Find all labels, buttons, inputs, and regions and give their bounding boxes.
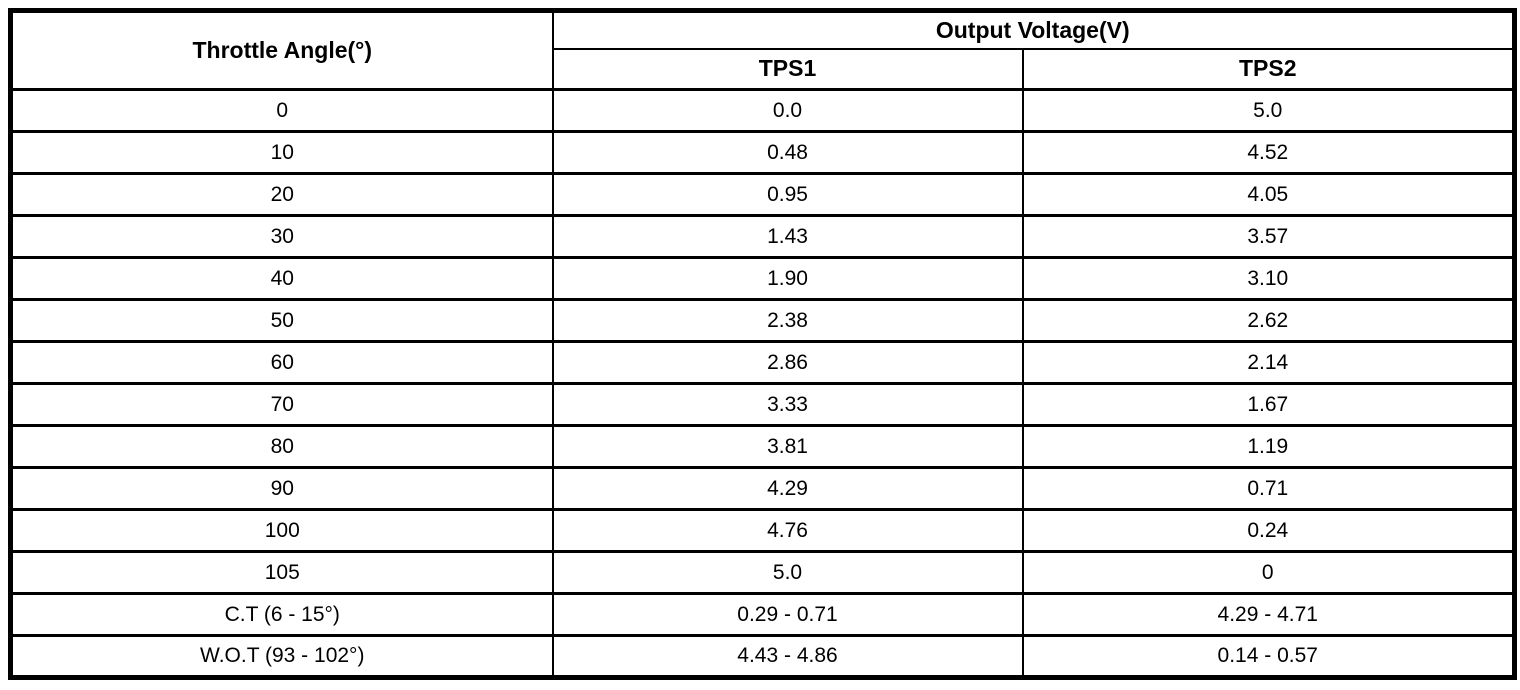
cell-tps2-voltage: 0.24: [1021, 508, 1516, 553]
column-header-tps2: TPS2: [1021, 47, 1516, 91]
cell-throttle-angle: 40: [9, 256, 554, 301]
table-row: W.O.T (93 - 102°) 4.43 - 4.86 0.14 - 0.5…: [9, 634, 1516, 679]
cell-tps1-voltage: 0.0: [551, 88, 1024, 133]
cell-throttle-angle: 20: [9, 172, 554, 217]
cell-tps2-voltage: 1.67: [1021, 382, 1516, 427]
cell-tps1-voltage: 2.38: [551, 298, 1024, 343]
column-header-throttle-angle: Throttle Angle(°): [9, 9, 554, 91]
cell-tps2-voltage: 2.14: [1021, 340, 1516, 385]
table-row: 0 0.0 5.0: [9, 88, 1516, 133]
cell-tps2-voltage: 4.29 - 4.71: [1021, 592, 1516, 637]
cell-tps1-voltage: 4.43 - 4.86: [551, 634, 1024, 679]
cell-tps1-voltage: 0.95: [551, 172, 1024, 217]
cell-throttle-angle: 70: [9, 382, 554, 427]
table-row: C.T (6 - 15°) 0.29 - 0.71 4.29 - 4.71: [9, 592, 1516, 637]
cell-tps2-voltage: 0.71: [1021, 466, 1516, 511]
table-row: 50 2.38 2.62: [9, 298, 1516, 343]
cell-tps1-voltage: 1.90: [551, 256, 1024, 301]
cell-tps1-voltage: 1.43: [551, 214, 1024, 259]
cell-tps1-voltage: 0.29 - 0.71: [551, 592, 1024, 637]
cell-throttle-angle: 90: [9, 466, 554, 511]
cell-throttle-angle: 105: [9, 550, 554, 595]
cell-throttle-angle: 60: [9, 340, 554, 385]
header-row-sub: TPS1 TPS2: [11, 47, 1516, 91]
table-row: 20 0.95 4.05: [9, 172, 1516, 217]
cell-tps2-voltage: 5.0: [1021, 88, 1516, 133]
cell-tps1-voltage: 0.48: [551, 130, 1024, 175]
tps-voltage-table-container: Throttle Angle(°) Output Voltage(V) TPS1…: [8, 8, 1517, 680]
cell-tps2-voltage: 1.19: [1021, 424, 1516, 469]
table-row: 70 3.33 1.67: [9, 382, 1516, 427]
cell-throttle-angle: 30: [9, 214, 554, 259]
cell-throttle-angle: C.T (6 - 15°): [9, 592, 554, 637]
cell-tps1-voltage: 3.81: [551, 424, 1024, 469]
table-row: 90 4.29 0.71: [9, 466, 1516, 511]
header-row-group: Throttle Angle(°) Output Voltage(V): [9, 9, 1516, 91]
cell-tps2-voltage: 3.10: [1021, 256, 1516, 301]
cell-throttle-angle: 50: [9, 298, 554, 343]
cell-tps1-voltage: 4.29: [551, 466, 1024, 511]
tps-voltage-table: Throttle Angle(°) Output Voltage(V) TPS1…: [8, 8, 1517, 680]
cell-tps2-voltage: 0: [1021, 550, 1516, 595]
cell-throttle-angle: 80: [9, 424, 554, 469]
table-row: 60 2.86 2.14: [9, 340, 1516, 385]
cell-tps1-voltage: 2.86: [551, 340, 1024, 385]
table-row: 105 5.0 0: [9, 550, 1516, 595]
table-row: 10 0.48 4.52: [9, 130, 1516, 175]
column-header-tps1: TPS1: [551, 47, 1024, 91]
cell-throttle-angle: 10: [9, 130, 554, 175]
cell-throttle-angle: 100: [9, 508, 554, 553]
cell-tps1-voltage: 3.33: [551, 382, 1024, 427]
table-body: 0 0.0 5.0 10 0.48 4.52 20 0.95 4.05 30 1…: [9, 88, 1516, 679]
table-row: 80 3.81 1.19: [9, 424, 1516, 469]
cell-tps2-voltage: 3.57: [1021, 214, 1516, 259]
table-row: 40 1.90 3.10: [9, 256, 1516, 301]
table-row: 100 4.76 0.24: [9, 508, 1516, 553]
cell-tps1-voltage: 4.76: [551, 508, 1024, 553]
cell-tps2-voltage: 4.52: [1021, 130, 1516, 175]
cell-throttle-angle: W.O.T (93 - 102°): [9, 634, 554, 679]
cell-tps2-voltage: 4.05: [1021, 172, 1516, 217]
column-group-header-output-voltage: Output Voltage(V): [551, 9, 1516, 50]
table-header: Throttle Angle(°) Output Voltage(V) TPS1…: [9, 9, 1516, 91]
cell-tps2-voltage: 0.14 - 0.57: [1021, 634, 1516, 679]
cell-tps2-voltage: 2.62: [1021, 298, 1516, 343]
cell-throttle-angle: 0: [9, 88, 554, 133]
table-row: 30 1.43 3.57: [9, 214, 1516, 259]
cell-tps1-voltage: 5.0: [551, 550, 1024, 595]
